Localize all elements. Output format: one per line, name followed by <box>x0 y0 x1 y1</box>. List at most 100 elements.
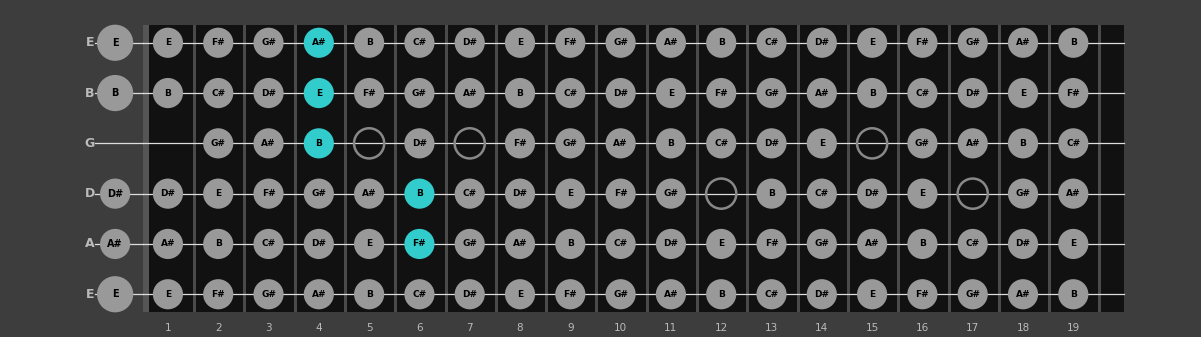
Circle shape <box>153 229 183 259</box>
Circle shape <box>1008 28 1038 58</box>
Circle shape <box>504 229 536 259</box>
Circle shape <box>203 28 233 58</box>
Circle shape <box>405 78 435 108</box>
Circle shape <box>957 78 987 108</box>
Circle shape <box>1008 179 1038 209</box>
Bar <box>244 25 246 312</box>
Text: B: B <box>365 38 372 47</box>
Circle shape <box>1058 78 1088 108</box>
Circle shape <box>907 179 938 209</box>
Text: F#: F# <box>915 290 930 299</box>
Circle shape <box>354 179 384 209</box>
Text: E: E <box>668 89 674 97</box>
Text: D#: D# <box>161 189 175 198</box>
Circle shape <box>907 229 938 259</box>
Text: E: E <box>870 38 876 47</box>
Text: E: E <box>516 38 524 47</box>
Text: C#: C# <box>765 38 778 47</box>
Circle shape <box>253 229 283 259</box>
Bar <box>746 25 749 312</box>
Circle shape <box>907 78 938 108</box>
Circle shape <box>1008 279 1038 309</box>
Circle shape <box>858 279 888 309</box>
Text: E: E <box>85 36 94 49</box>
Circle shape <box>100 229 130 259</box>
Text: A#: A# <box>311 290 327 299</box>
Text: E: E <box>516 290 524 299</box>
Text: A#: A# <box>107 239 123 249</box>
Text: G#: G# <box>614 38 628 47</box>
Circle shape <box>1008 78 1038 108</box>
Text: F#: F# <box>211 38 225 47</box>
Circle shape <box>1008 128 1038 158</box>
Circle shape <box>605 279 635 309</box>
Text: 16: 16 <box>916 324 930 333</box>
Text: 1: 1 <box>165 324 172 333</box>
FancyBboxPatch shape <box>72 0 1129 337</box>
Text: C#: C# <box>715 139 728 148</box>
Circle shape <box>304 179 334 209</box>
Circle shape <box>555 78 585 108</box>
Text: B: B <box>416 189 423 198</box>
Circle shape <box>405 279 435 309</box>
Circle shape <box>253 279 283 309</box>
Circle shape <box>100 179 130 209</box>
Text: D#: D# <box>311 240 327 248</box>
Text: B: B <box>516 89 524 97</box>
Circle shape <box>253 179 283 209</box>
Text: G#: G# <box>462 240 477 248</box>
Text: E: E <box>819 139 825 148</box>
Circle shape <box>757 78 787 108</box>
Text: B: B <box>165 89 172 97</box>
Text: D#: D# <box>462 38 477 47</box>
Text: F#: F# <box>413 240 426 248</box>
Text: F#: F# <box>563 38 578 47</box>
Text: 3: 3 <box>265 324 271 333</box>
Text: E: E <box>919 189 926 198</box>
Text: G#: G# <box>814 240 829 248</box>
Circle shape <box>858 179 888 209</box>
Circle shape <box>1058 279 1088 309</box>
Bar <box>646 25 649 312</box>
Text: 5: 5 <box>366 324 372 333</box>
Text: A#: A# <box>462 89 477 97</box>
Text: 14: 14 <box>815 324 829 333</box>
Text: D#: D# <box>462 290 477 299</box>
Circle shape <box>656 179 686 209</box>
Circle shape <box>304 128 334 158</box>
Circle shape <box>656 229 686 259</box>
Text: B: B <box>316 139 322 148</box>
Text: 9: 9 <box>567 324 574 333</box>
Circle shape <box>706 28 736 58</box>
Text: D#: D# <box>814 38 830 47</box>
Text: A#: A# <box>1066 189 1081 198</box>
Text: A#: A# <box>664 290 679 299</box>
Text: G#: G# <box>261 290 276 299</box>
Text: C#: C# <box>412 290 426 299</box>
Circle shape <box>858 229 888 259</box>
Circle shape <box>656 279 686 309</box>
Text: A#: A# <box>814 89 829 97</box>
Circle shape <box>253 78 283 108</box>
Text: C#: C# <box>1066 139 1081 148</box>
Text: 11: 11 <box>664 324 677 333</box>
Text: A#: A# <box>362 189 376 198</box>
Text: C#: C# <box>412 38 426 47</box>
Text: A#: A# <box>664 38 679 47</box>
Text: B: B <box>85 87 95 99</box>
Text: D#: D# <box>513 189 527 198</box>
Circle shape <box>957 229 987 259</box>
Circle shape <box>656 78 686 108</box>
Text: E: E <box>85 288 94 301</box>
Text: G#: G# <box>261 38 276 47</box>
Circle shape <box>656 28 686 58</box>
Text: E: E <box>567 189 573 198</box>
Circle shape <box>706 128 736 158</box>
Text: D#: D# <box>764 139 779 148</box>
Bar <box>897 25 901 312</box>
Circle shape <box>304 279 334 309</box>
Circle shape <box>97 276 133 312</box>
Circle shape <box>656 128 686 158</box>
Circle shape <box>605 78 635 108</box>
Text: 10: 10 <box>614 324 627 333</box>
